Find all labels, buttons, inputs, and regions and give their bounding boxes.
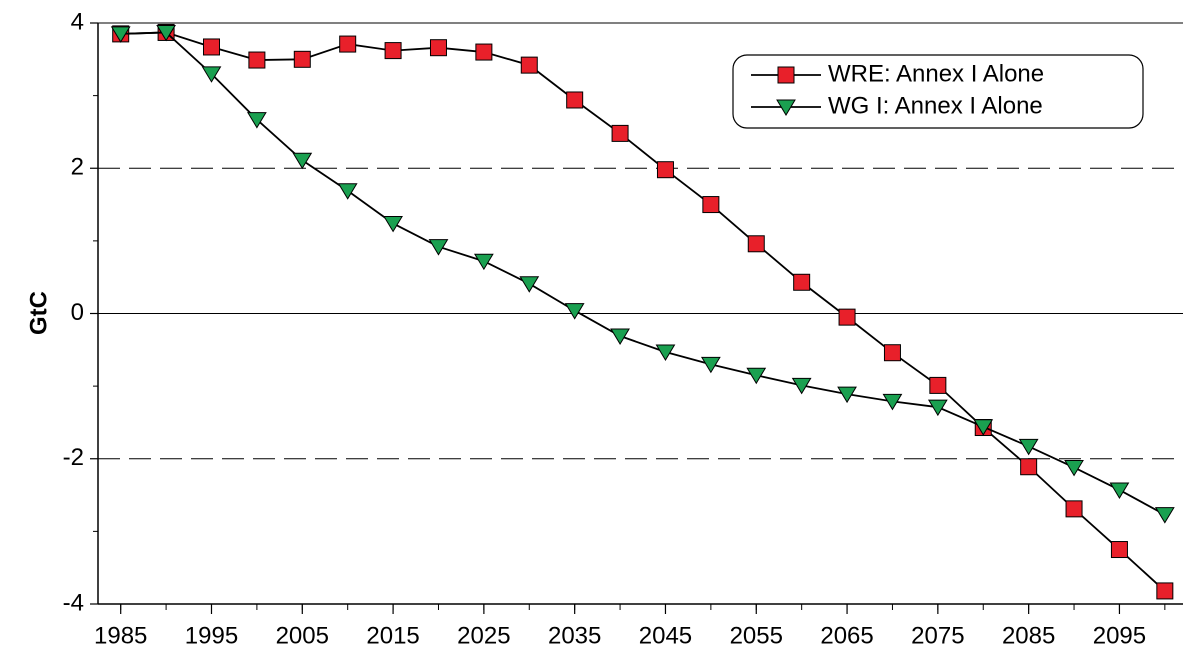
- marker: [837, 386, 857, 404]
- marker: [746, 367, 767, 385]
- marker: [473, 253, 494, 271]
- legend-box: [732, 54, 1144, 129]
- y-tick-label: -2: [63, 444, 84, 471]
- y-axis-label: GtC: [25, 291, 52, 335]
- marker: [428, 239, 449, 256]
- x-tick-label: 2025: [457, 622, 510, 649]
- marker: [611, 124, 629, 142]
- y-tick-label: 4: [71, 8, 84, 35]
- marker: [247, 112, 267, 129]
- marker: [927, 399, 948, 417]
- marker: [201, 66, 222, 83]
- marker: [293, 50, 311, 68]
- marker: [339, 35, 357, 53]
- marker: [520, 56, 538, 74]
- marker: [384, 42, 402, 60]
- marker: [1109, 482, 1130, 499]
- y-tick-label: 2: [71, 154, 84, 181]
- marker: [882, 393, 903, 411]
- marker: [655, 344, 676, 361]
- marker: [1020, 458, 1038, 476]
- marker: [1064, 459, 1084, 477]
- x-tick-label: 1985: [94, 622, 147, 649]
- marker: [1018, 438, 1039, 456]
- marker: [883, 344, 901, 362]
- marker: [1156, 582, 1174, 600]
- marker: [777, 66, 795, 84]
- x-tick-label: 2065: [820, 622, 873, 649]
- x-tick-label: 2015: [366, 622, 419, 649]
- marker: [564, 303, 585, 320]
- x-tick-label: 2055: [730, 622, 783, 649]
- marker: [791, 377, 812, 395]
- y-tick-label: -4: [63, 589, 84, 616]
- marker: [202, 38, 220, 56]
- marker: [292, 152, 313, 170]
- marker: [1110, 541, 1128, 559]
- marker: [429, 39, 447, 57]
- marker: [747, 235, 765, 253]
- marker: [519, 276, 540, 293]
- x-tick-label: 2095: [1093, 622, 1146, 649]
- marker: [248, 51, 266, 69]
- marker: [156, 24, 176, 42]
- marker: [110, 26, 131, 43]
- marker: [1065, 500, 1083, 518]
- y-tick-label: 0: [71, 299, 84, 326]
- legend-label: WG I: Annex I Alone: [828, 92, 1043, 119]
- x-tick-label: 2035: [548, 622, 601, 649]
- x-tick-label: 2045: [639, 622, 692, 649]
- marker: [337, 183, 358, 200]
- marker: [475, 43, 493, 61]
- marker: [702, 196, 720, 214]
- marker: [793, 273, 811, 291]
- marker: [838, 308, 856, 326]
- marker: [973, 419, 994, 436]
- x-tick-label: 2085: [1002, 622, 1055, 649]
- marker: [776, 99, 796, 116]
- legend-label: WRE: Annex I Alone: [828, 60, 1044, 87]
- marker: [566, 91, 584, 109]
- marker: [700, 356, 721, 374]
- marker: [383, 215, 403, 233]
- x-tick-label: 1995: [185, 622, 238, 649]
- marker: [656, 161, 674, 179]
- marker: [929, 376, 947, 394]
- marker: [610, 328, 630, 345]
- x-tick-label: 2075: [911, 622, 964, 649]
- marker: [1154, 507, 1175, 524]
- x-tick-label: 2005: [276, 622, 329, 649]
